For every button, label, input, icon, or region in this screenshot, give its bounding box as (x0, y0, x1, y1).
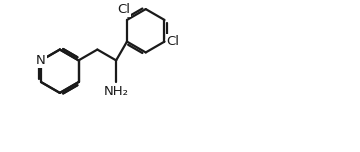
Text: Cl: Cl (117, 3, 131, 16)
Text: NH₂: NH₂ (104, 85, 129, 98)
Text: N: N (36, 54, 46, 67)
Text: Cl: Cl (166, 35, 180, 48)
